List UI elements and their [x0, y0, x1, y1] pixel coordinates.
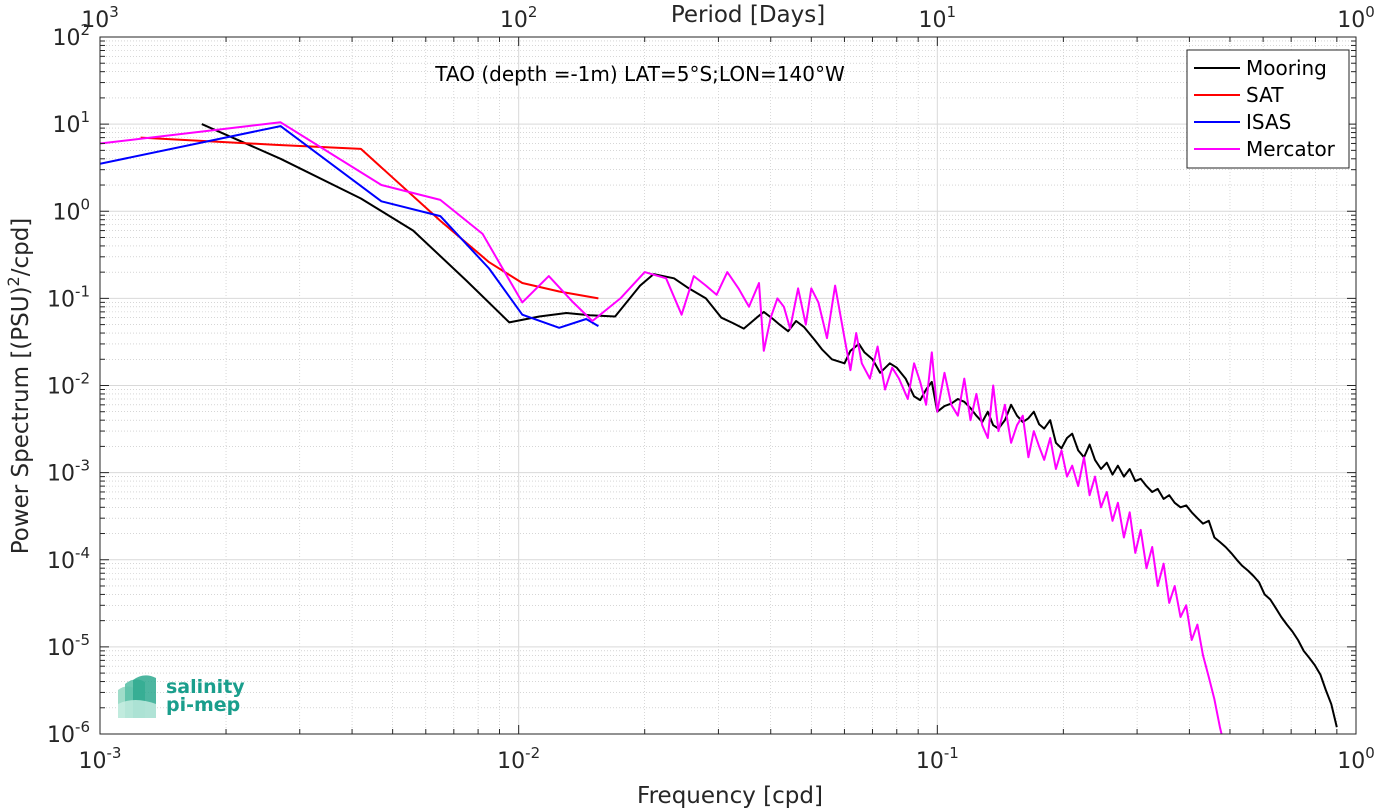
salinity-pi-mep-logo: salinity pi-mep: [118, 675, 245, 718]
y-tick-label: 10-5: [47, 631, 90, 661]
x-axis-title: Frequency [cpd]: [637, 783, 823, 809]
plot-area: [100, 121, 1338, 734]
y-tick-label: 10-1: [47, 282, 90, 312]
y-axis-title: Power Spectrum [(PSU)2/cpd]: [4, 218, 34, 555]
series-line-mercator: [100, 121, 1223, 734]
top-axis-title: Period [Days]: [671, 2, 825, 28]
y-tick-label: 10-6: [47, 718, 90, 748]
series-line-mooring: [201, 123, 1338, 728]
y-axis-title-sup: 2: [4, 276, 23, 286]
y-tick-label: 10-3: [47, 457, 90, 487]
series-layer: [100, 121, 1338, 734]
y-tick-label: 10-2: [47, 370, 90, 400]
y-tick-label: 100: [52, 195, 90, 225]
ticks-layer: [99, 36, 1357, 735]
legend-label-mooring: Mooring: [1246, 56, 1327, 80]
top-tick-label: 102: [500, 3, 538, 33]
y-tick-label: 101: [52, 108, 90, 138]
legend-label-sat: SAT: [1246, 83, 1284, 107]
top-tick-label: 100: [1337, 3, 1375, 33]
legend: Mooring SAT ISAS Mercator: [1186, 49, 1350, 169]
x-tick-label: 10-3: [79, 744, 122, 774]
y-axis-title-main: Power Spectrum [(PSU): [8, 286, 34, 554]
y-axis-title-tail: /cpd]: [8, 218, 34, 277]
chart-title: TAO (depth =-1m) LAT=5°S;LON=140°W: [434, 62, 845, 86]
top-tick-label: 101: [919, 3, 957, 33]
x-tick-label: 10-2: [497, 744, 540, 774]
y-tick-label: 102: [52, 21, 90, 51]
x-tick-label: 100: [1337, 744, 1375, 774]
series-line-isas: [100, 125, 599, 329]
top-tick-label: 103: [81, 3, 119, 33]
logo-line2: pi-mep: [166, 694, 240, 716]
y-tick-label: 10-4: [47, 544, 90, 574]
logo-line1: salinity: [166, 676, 245, 698]
legend-label-isas: ISAS: [1246, 110, 1291, 134]
x-tick-label: 10-1: [916, 744, 959, 774]
legend-label-mercator: Mercator: [1246, 137, 1336, 161]
